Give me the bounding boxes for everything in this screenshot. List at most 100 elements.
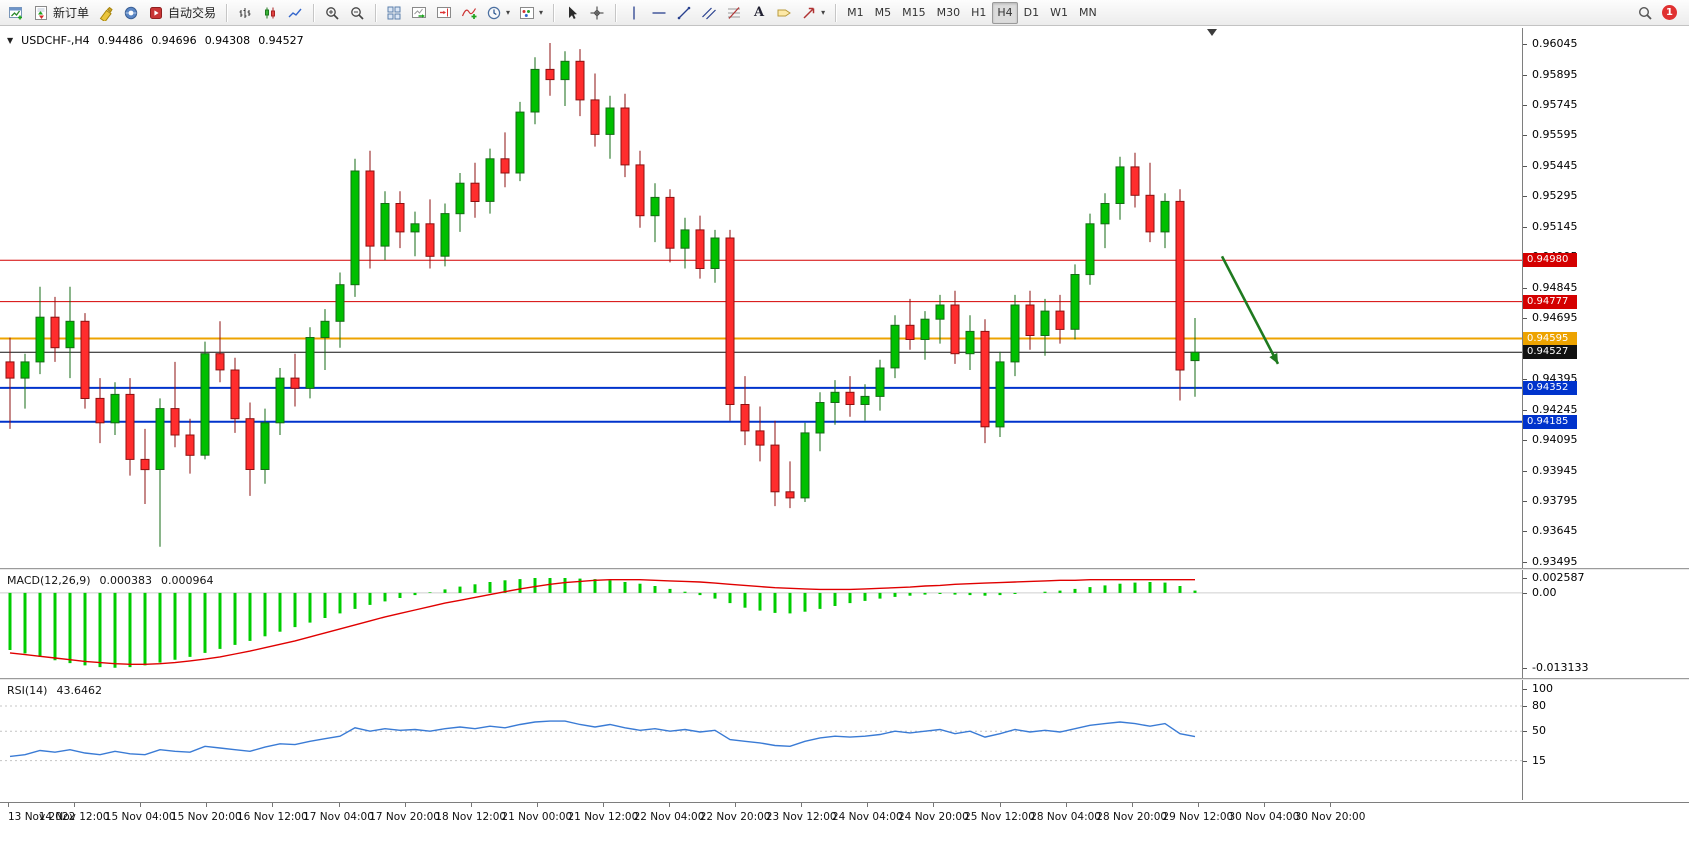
price-axis-tick bbox=[1523, 470, 1527, 472]
rsi-axis[interactable]: 100 80 50 15 bbox=[1523, 680, 1689, 800]
text-label-icon bbox=[776, 5, 792, 21]
timeframe-m5-button[interactable]: M5 bbox=[870, 2, 897, 24]
price-tag-pivot-0.94595: 0.94595 bbox=[1523, 331, 1577, 346]
time-axis[interactable]: 13 Nov 2022 14 Nov 12:00 15 Nov 04:00 15 No… bbox=[0, 802, 1689, 862]
cursor-button[interactable] bbox=[560, 2, 584, 24]
panel-splitter[interactable] bbox=[0, 568, 1689, 570]
price-axis-tick bbox=[1523, 196, 1527, 198]
panel-splitter[interactable] bbox=[0, 678, 1689, 680]
time-axis-label: 18 Nov 12:00 bbox=[435, 811, 507, 823]
chart-title: ▼ USDCHF-,H4 0.94486 0.94696 0.94308 0.9… bbox=[7, 34, 304, 47]
timeframe-d1-button[interactable]: D1 bbox=[1019, 2, 1044, 24]
search-button[interactable] bbox=[1633, 2, 1657, 24]
arrows-button[interactable]: ▾ bbox=[797, 2, 829, 24]
timeframe-mn-button[interactable]: MN bbox=[1074, 2, 1102, 24]
timeframe-h1-button[interactable]: H1 bbox=[966, 2, 991, 24]
macd-axis[interactable]: 0.002587 0.00 -0.013133 bbox=[1523, 570, 1689, 678]
price-axis-tick bbox=[1523, 104, 1527, 106]
fibonacci-button[interactable] bbox=[722, 2, 746, 24]
zoom-out-icon bbox=[349, 5, 365, 21]
time-axis-label: 24 Nov 04:00 bbox=[831, 811, 903, 823]
auto-scroll-icon bbox=[411, 5, 427, 21]
macd-canvas bbox=[0, 578, 1522, 668]
timeframe-m15-button[interactable]: M15 bbox=[897, 2, 931, 24]
vertical-line-button[interactable] bbox=[622, 2, 646, 24]
community-button[interactable] bbox=[119, 2, 143, 24]
trend-arrow-annotation[interactable] bbox=[1220, 255, 1280, 365]
autotrade-button[interactable]: 自动交易 bbox=[144, 2, 220, 24]
horizontal-line-objects[interactable] bbox=[0, 259, 1522, 423]
notification-badge[interactable]: 1 bbox=[1662, 5, 1677, 20]
chart-high-value: 0.94696 bbox=[151, 34, 197, 47]
indicators-icon bbox=[461, 5, 477, 21]
line-chart-button[interactable] bbox=[283, 2, 307, 24]
time-axis-label: 22 Nov 04:00 bbox=[633, 811, 705, 823]
chart-open-value: 0.94486 bbox=[97, 34, 144, 47]
price-axis-tick bbox=[1523, 74, 1527, 76]
periods-button[interactable]: ▾ bbox=[482, 2, 514, 24]
bar-chart-button[interactable] bbox=[233, 2, 257, 24]
time-axis-label: 29 Nov 12:00 bbox=[1162, 811, 1234, 823]
toolbar-separator bbox=[226, 3, 228, 22]
zoom-in-button[interactable] bbox=[320, 2, 344, 24]
indicators-button[interactable] bbox=[457, 2, 481, 24]
price-axis-label: 0.94245 bbox=[1532, 402, 1578, 416]
rsi-axis-tick bbox=[1523, 760, 1527, 762]
chart-shift-marker[interactable] bbox=[1207, 29, 1217, 36]
new-chart-button[interactable] bbox=[4, 2, 28, 24]
timeframe-m30-button[interactable]: M30 bbox=[932, 2, 966, 24]
text-icon: A bbox=[754, 4, 765, 20]
rsi-panel[interactable]: RSI(14) 43.6462 bbox=[0, 680, 1523, 800]
new-order-button[interactable]: 新订单 bbox=[29, 2, 93, 24]
time-axis-tick bbox=[602, 803, 604, 807]
expert-advisors-button[interactable] bbox=[94, 2, 118, 24]
price-axis-tick bbox=[1523, 561, 1527, 563]
channel-button[interactable] bbox=[697, 2, 721, 24]
horizontal-line-button[interactable] bbox=[647, 2, 671, 24]
chart-symbol-period: USDCHF-,H4 bbox=[21, 34, 90, 47]
trendline-icon bbox=[676, 5, 692, 21]
time-axis-tick bbox=[536, 803, 538, 807]
time-axis-label: 28 Nov 20:00 bbox=[1096, 811, 1168, 823]
price-axis-label: 0.93495 bbox=[1532, 554, 1578, 568]
time-axis-tick bbox=[1197, 803, 1199, 807]
bar-chart-icon bbox=[237, 5, 253, 21]
chart-shift-button[interactable] bbox=[432, 2, 456, 24]
time-axis-label: 21 Nov 12:00 bbox=[567, 811, 639, 823]
dropdown-caret-icon: ▾ bbox=[539, 7, 544, 17]
macd-main-value: 0.000383 bbox=[99, 574, 153, 587]
rsi-axis-label: 100 bbox=[1532, 682, 1553, 696]
price-axis-tick bbox=[1523, 318, 1527, 320]
fibonacci-icon bbox=[726, 5, 742, 21]
chart-close-value: 0.94527 bbox=[258, 34, 304, 47]
auto-scroll-button[interactable] bbox=[407, 2, 431, 24]
price-axis[interactable]: 0.96045 0.95895 0.95745 0.95595 0.95445 0.952… bbox=[1523, 28, 1689, 568]
community-icon bbox=[123, 5, 139, 21]
main-chart-panel[interactable]: ▼ USDCHF-,H4 0.94486 0.94696 0.94308 0.9… bbox=[0, 28, 1523, 568]
time-axis-label: 14 Nov 12:00 bbox=[38, 811, 110, 823]
timeframe-w1-button[interactable]: W1 bbox=[1045, 2, 1073, 24]
candlestick-chart-icon bbox=[262, 5, 278, 21]
timeframe-m1-button[interactable]: M1 bbox=[842, 2, 869, 24]
price-axis-tick bbox=[1523, 409, 1527, 411]
trendline-button[interactable] bbox=[672, 2, 696, 24]
zoom-out-button[interactable] bbox=[345, 2, 369, 24]
text-button[interactable]: A bbox=[747, 2, 771, 24]
macd-axis-tick bbox=[1523, 578, 1527, 580]
channel-icon bbox=[701, 5, 717, 21]
time-axis-tick bbox=[999, 803, 1001, 807]
crosshair-button[interactable] bbox=[585, 2, 609, 24]
macd-label-row: MACD(12,26,9) 0.000383 0.000964 bbox=[7, 574, 214, 587]
rsi-label-row: RSI(14) 43.6462 bbox=[7, 684, 102, 697]
time-axis-tick bbox=[74, 803, 76, 807]
tile-windows-button[interactable] bbox=[382, 2, 406, 24]
time-axis-label: 22 Nov 20:00 bbox=[699, 811, 771, 823]
templates-button[interactable]: ▾ bbox=[515, 2, 547, 24]
timeframe-toolbar: M1 M5 M15 M30 H1 H4 D1 W1 MN bbox=[842, 1, 1102, 24]
macd-panel[interactable]: MACD(12,26,9) 0.000383 0.000964 bbox=[0, 570, 1523, 678]
chart-menu-icon[interactable]: ▼ bbox=[7, 36, 14, 45]
rsi-axis-label: 80 bbox=[1532, 699, 1546, 712]
text-label-button[interactable] bbox=[772, 2, 796, 24]
timeframe-h4-button[interactable]: H4 bbox=[992, 1, 1018, 24]
candlestick-chart-button[interactable] bbox=[258, 2, 282, 24]
